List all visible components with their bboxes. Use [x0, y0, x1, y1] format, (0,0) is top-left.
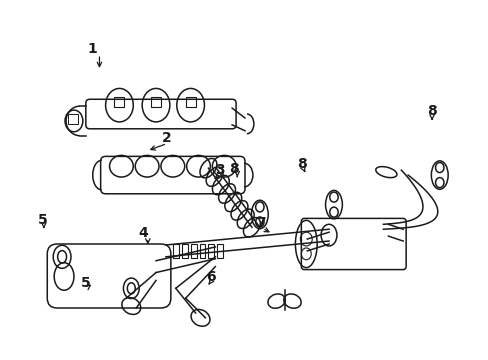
Text: 8: 8 — [296, 157, 306, 171]
Text: 1: 1 — [87, 42, 97, 56]
Bar — [68, 114, 78, 124]
Bar — [185, 97, 195, 107]
Bar — [114, 97, 124, 107]
Bar — [172, 244, 179, 258]
Bar — [208, 244, 214, 258]
Text: 5: 5 — [38, 213, 47, 227]
Bar — [217, 244, 223, 258]
Text: 4: 4 — [138, 226, 147, 240]
Text: 5: 5 — [81, 276, 91, 291]
Bar — [151, 97, 161, 107]
Text: 8: 8 — [427, 104, 436, 118]
Bar — [182, 244, 187, 258]
Text: 6: 6 — [205, 270, 215, 284]
Bar — [199, 244, 205, 258]
Text: 3: 3 — [215, 163, 224, 177]
Bar — [190, 244, 196, 258]
Text: 2: 2 — [162, 131, 172, 145]
Text: 8: 8 — [228, 162, 238, 176]
Text: 7: 7 — [256, 216, 265, 230]
